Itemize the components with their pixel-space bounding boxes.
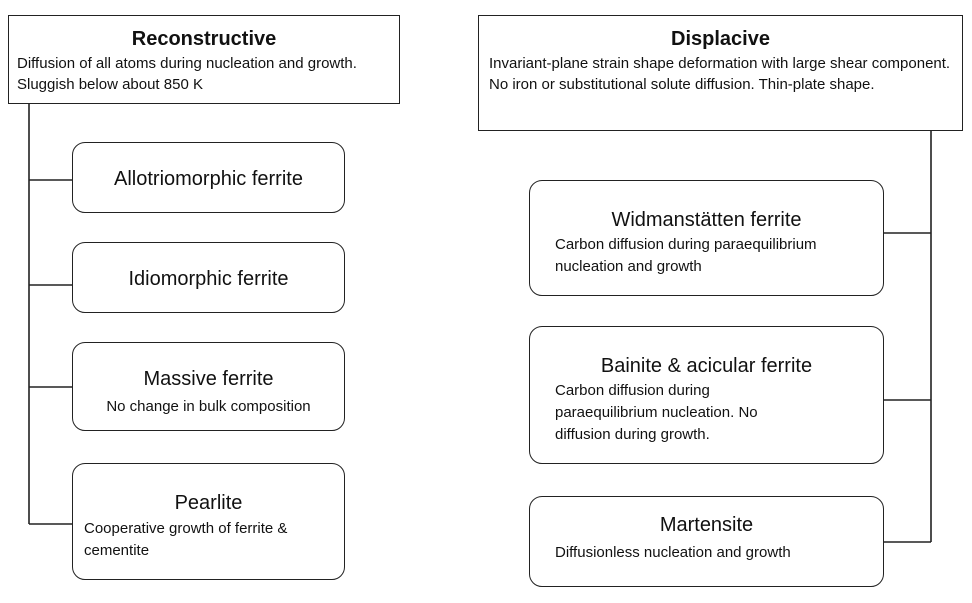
node-pearlite: Pearlite Cooperative growth of ferrite &… [72, 463, 345, 580]
displacive-description: Invariant-plane strain shape deformation… [489, 55, 951, 93]
reconstructive-title: Reconstructive [131, 28, 277, 50]
reconstructive-description: Diffusion of all atoms during nucleation… [17, 55, 357, 93]
node-allotriomorphic-ferrite: Allotriomorphic ferrite [72, 142, 345, 213]
node-title: Martensite [659, 514, 754, 536]
node-description: Carbon diffusion during paraequilibrium … [555, 236, 817, 275]
reconstructive-header-box: Reconstructive Diffusion of all atoms du… [8, 15, 400, 104]
node-title: Idiomorphic ferrite [128, 268, 289, 290]
displacive-title: Displacive [671, 28, 770, 50]
node-title: Pearlite [174, 492, 243, 514]
node-title: Massive ferrite [143, 368, 274, 390]
node-bainite-acicular-ferrite: Bainite & acicular ferrite Carbon diffus… [529, 326, 884, 464]
node-description: Diffusionless nucleation and growth [555, 544, 791, 561]
node-title: Widmanstätten ferrite [611, 209, 802, 231]
node-title: Allotriomorphic ferrite [114, 168, 303, 190]
node-description: Carbon diffusion during paraequilibrium … [555, 382, 758, 443]
node-martensite: Martensite Diffusionless nucleation and … [529, 496, 884, 587]
node-title: Bainite & acicular ferrite [600, 355, 813, 377]
node-description: No change in bulk composition [106, 398, 311, 415]
node-widmanstatten-ferrite: Widmanstätten ferrite Carbon diffusion d… [529, 180, 884, 296]
node-idiomorphic-ferrite: Idiomorphic ferrite [72, 242, 345, 313]
node-description: Cooperative growth of ferrite & cementit… [84, 520, 288, 559]
node-massive-ferrite: Massive ferrite No change in bulk compos… [72, 342, 345, 431]
displacive-header-box: Displacive Invariant-plane strain shape … [478, 15, 963, 131]
